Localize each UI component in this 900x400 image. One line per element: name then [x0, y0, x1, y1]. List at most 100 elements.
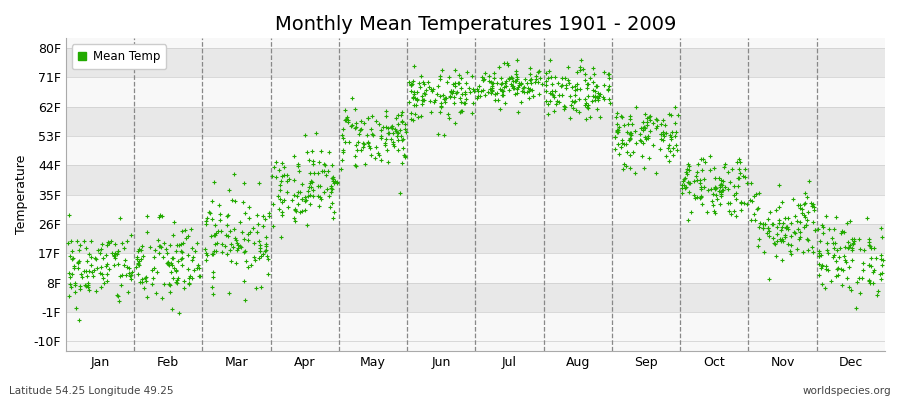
Point: [169, 280, 184, 286]
Point: [423, 98, 437, 104]
Point: [703, 167, 717, 173]
Point: [399, 128, 413, 135]
Point: [618, 163, 633, 169]
Point: [737, 200, 751, 206]
Point: [715, 182, 729, 188]
Point: [409, 95, 423, 101]
Point: [256, 213, 270, 219]
Point: [453, 94, 467, 101]
Point: [69, 238, 84, 244]
Point: [403, 116, 418, 122]
Point: [460, 69, 474, 75]
Point: [436, 92, 450, 98]
Point: [402, 79, 417, 85]
Point: [780, 224, 795, 230]
Point: [649, 125, 663, 132]
Point: [310, 170, 325, 176]
Point: [266, 172, 280, 179]
Point: [198, 256, 212, 263]
Point: [413, 113, 428, 119]
Point: [390, 132, 404, 139]
Point: [163, 289, 177, 296]
Point: [274, 160, 289, 166]
Point: [290, 193, 304, 199]
Point: [509, 71, 524, 77]
Point: [120, 264, 134, 270]
Point: [237, 249, 251, 256]
Point: [436, 132, 451, 138]
Point: [317, 160, 331, 167]
Point: [695, 201, 709, 208]
Point: [205, 250, 220, 257]
Point: [653, 131, 668, 137]
Point: [199, 249, 213, 256]
Point: [160, 261, 175, 268]
Point: [510, 109, 525, 115]
Point: [609, 127, 624, 134]
Point: [697, 184, 711, 190]
Point: [424, 88, 438, 94]
Point: [361, 139, 375, 145]
Point: [326, 176, 340, 182]
Point: [788, 213, 803, 219]
Point: [209, 230, 223, 236]
Point: [335, 132, 349, 138]
Point: [779, 224, 794, 230]
Point: [662, 142, 676, 148]
Point: [130, 254, 145, 260]
Point: [589, 82, 603, 89]
Point: [303, 201, 318, 207]
Point: [267, 164, 282, 170]
Point: [769, 207, 783, 214]
Point: [130, 261, 145, 268]
Point: [662, 110, 676, 117]
Point: [246, 225, 260, 231]
Point: [220, 212, 235, 219]
Point: [67, 265, 81, 271]
Point: [552, 99, 566, 106]
Point: [166, 219, 181, 225]
Point: [778, 232, 793, 238]
Point: [395, 136, 410, 142]
Point: [655, 137, 670, 144]
Point: [212, 202, 226, 208]
Point: [152, 214, 166, 220]
Point: [482, 78, 496, 85]
Text: Latitude 54.25 Longitude 49.25: Latitude 54.25 Longitude 49.25: [9, 386, 174, 396]
Point: [585, 98, 599, 104]
Point: [866, 269, 880, 276]
Point: [259, 241, 274, 247]
Point: [622, 152, 636, 158]
Point: [466, 100, 481, 107]
Point: [588, 88, 602, 94]
Point: [828, 258, 842, 265]
Point: [117, 262, 131, 268]
Point: [650, 116, 664, 123]
Point: [510, 76, 525, 83]
Point: [799, 236, 814, 242]
Point: [305, 157, 320, 164]
Point: [761, 233, 776, 240]
Point: [583, 75, 598, 81]
Point: [325, 200, 339, 206]
Point: [623, 130, 637, 137]
Point: [73, 286, 87, 292]
Point: [119, 272, 133, 278]
Point: [348, 120, 363, 126]
Point: [382, 130, 396, 136]
Point: [526, 93, 541, 100]
Point: [84, 262, 98, 268]
Point: [341, 119, 356, 125]
Point: [593, 90, 608, 97]
Point: [244, 262, 258, 268]
Point: [718, 183, 733, 190]
Point: [145, 266, 159, 273]
Point: [862, 277, 877, 284]
Point: [760, 225, 775, 231]
Point: [106, 253, 121, 259]
Point: [291, 162, 305, 169]
Point: [723, 179, 737, 186]
Point: [249, 285, 264, 291]
Point: [616, 122, 631, 128]
Point: [646, 119, 661, 126]
